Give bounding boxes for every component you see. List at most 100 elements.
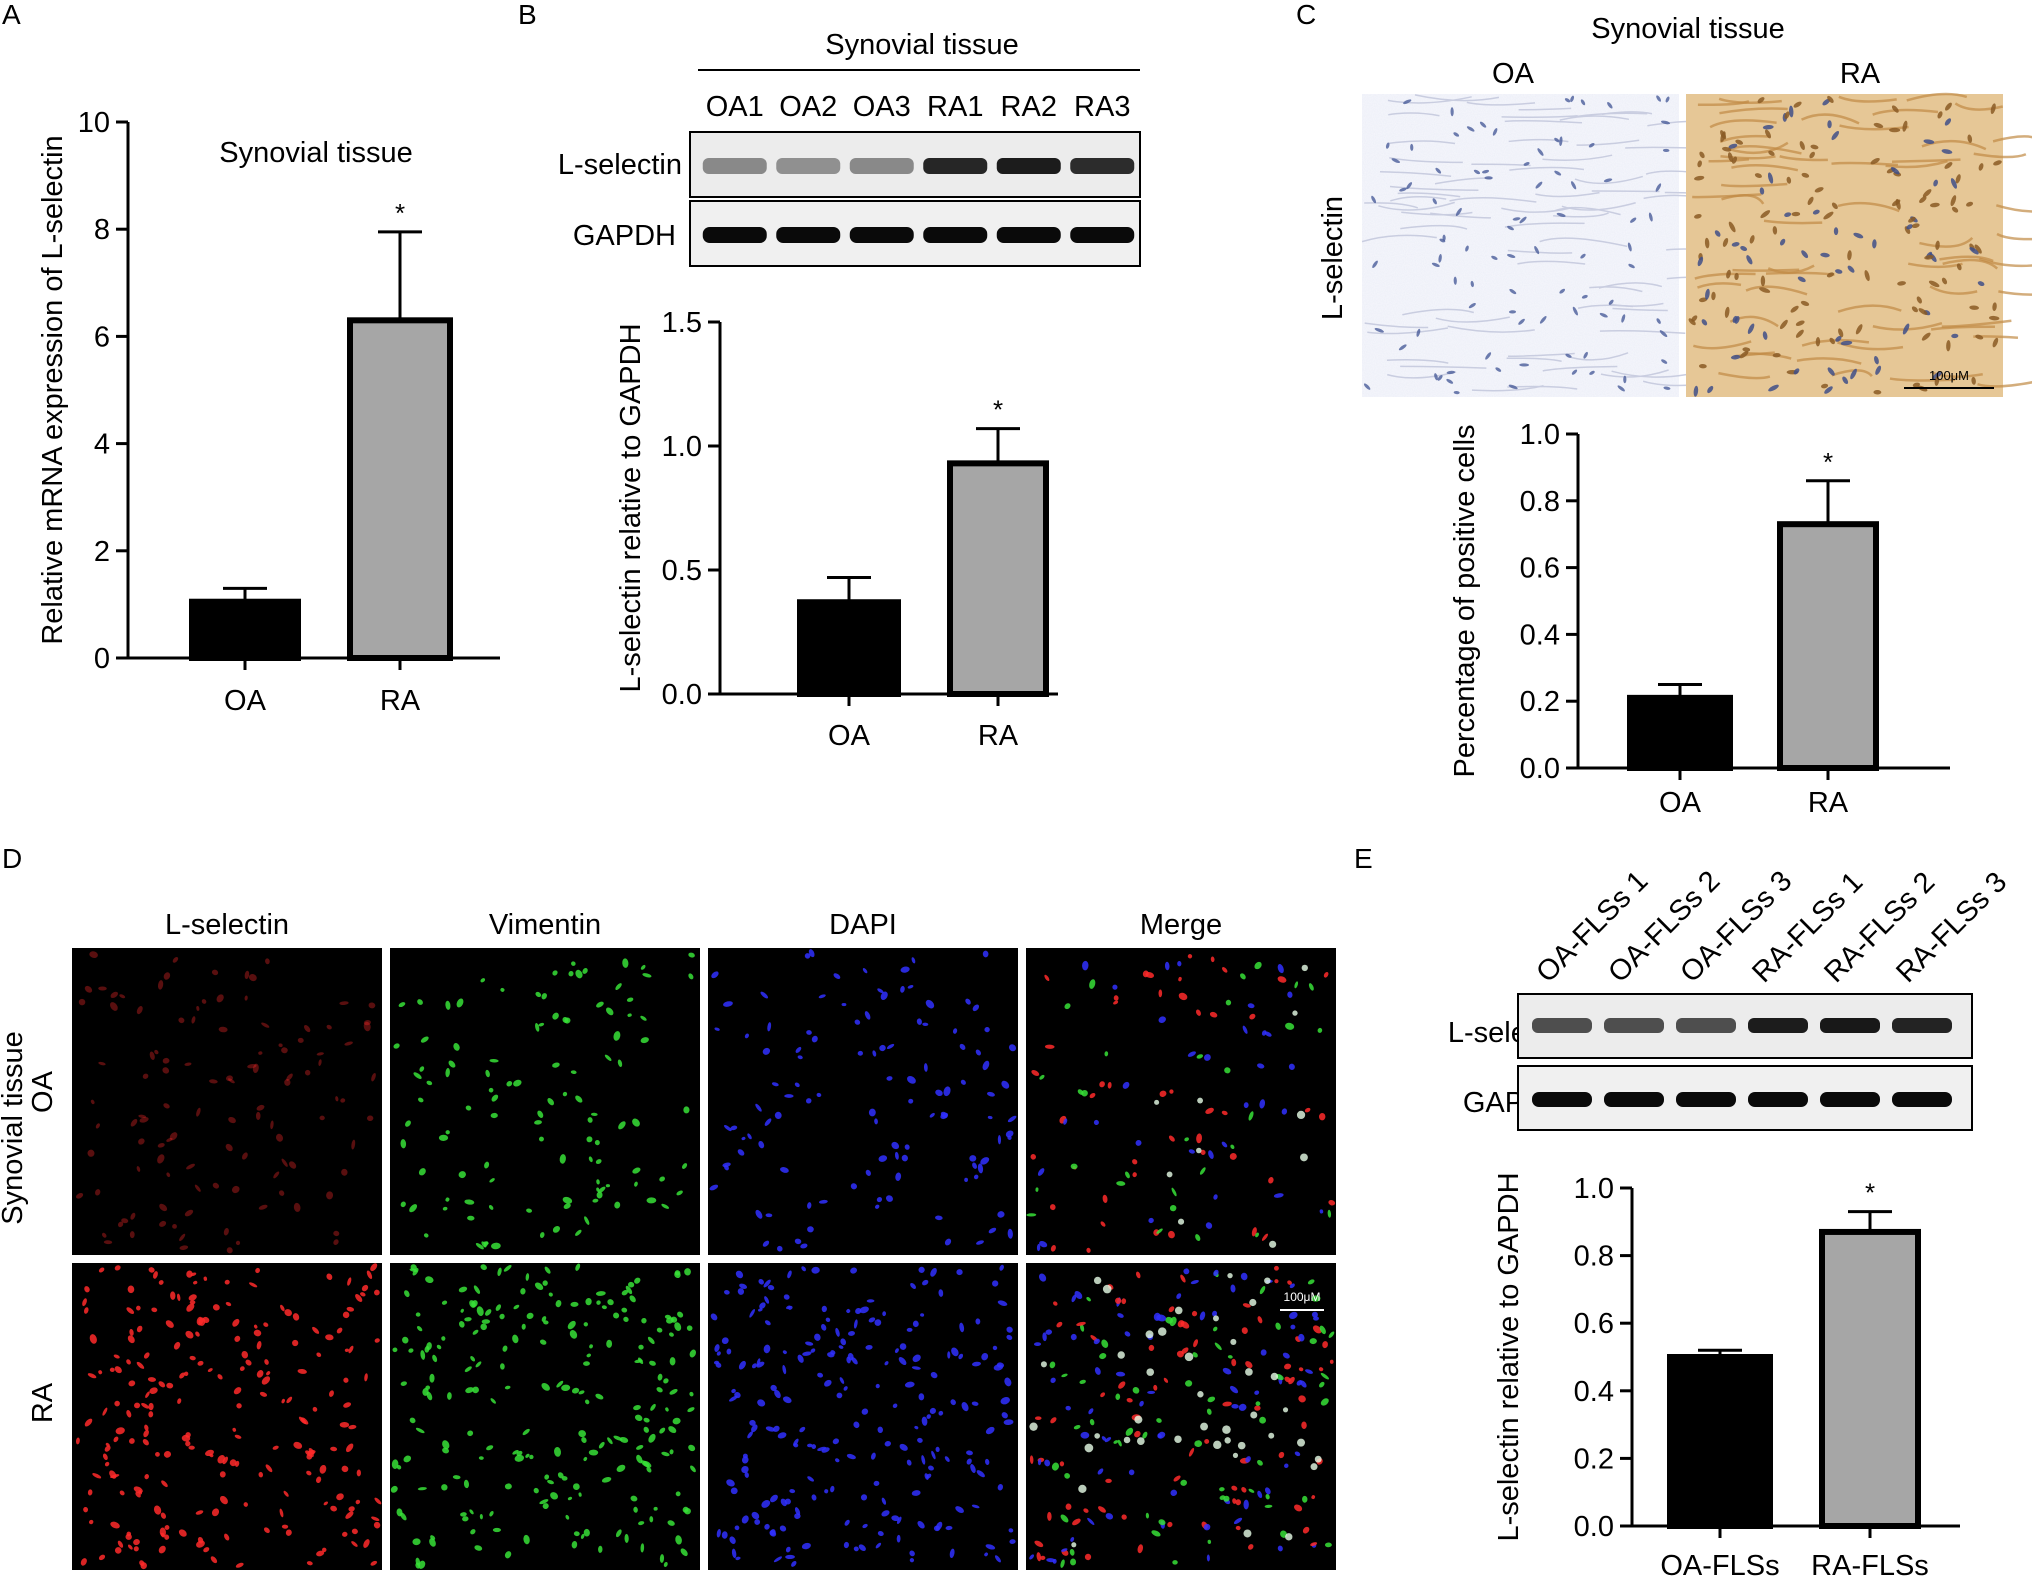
chart-e-bar-ra-flss [1819, 1228, 1921, 1529]
if-image-ra-merge [1026, 1263, 1336, 1570]
chart-a-y-tick-label: 10 [78, 107, 110, 139]
chart-c-x-tick-label: OA [1659, 787, 1702, 819]
ihc-c-header: Synovial tissue [1591, 13, 1784, 45]
blot-b-lselectin-membrane [689, 131, 1141, 198]
if-image-oa-l-selectin [72, 948, 382, 1255]
chart-c-y-tick-label: 0.6 [1520, 553, 1560, 585]
if-row-label-oa: OA [27, 1070, 59, 1113]
blot-b-band-lselectin [996, 158, 1061, 174]
chart-b-bar-oa [797, 599, 901, 697]
chart-e-y-tick-label: 1.0 [1574, 1173, 1614, 1205]
chart-b-y-tick-label: 0.5 [662, 555, 702, 587]
if-col-label: Merge [1140, 909, 1222, 941]
chart-a-y-axis-label: Relative mRNA expression of L-selectin [37, 135, 69, 644]
chart-b-bar-ra [947, 460, 1049, 697]
if-image-ra-dapi [708, 1263, 1018, 1570]
blot-b-band-gapdh [702, 227, 767, 243]
chart-e-y-tick-label: 0.6 [1574, 1308, 1614, 1340]
if-image-ra-vimentin [390, 1263, 700, 1570]
blot-b-lane-label: RA2 [1001, 91, 1057, 123]
blot-b-band-gapdh [923, 227, 988, 243]
blot-e-band-gapdh [1748, 1092, 1808, 1107]
blot-e-band-gapdh [1604, 1092, 1664, 1107]
chart-b-y-tick-label: 1.5 [662, 307, 702, 339]
blot-e-band-lselectin [1748, 1018, 1808, 1033]
blot-e: OA-FLSs 1OA-FLSs 2OA-FLSs 3RA-FLSs 1RA-F… [1448, 865, 2013, 1131]
if-col-label: Vimentin [489, 909, 601, 941]
if-image-ra-l-selectin [72, 1263, 382, 1570]
if-image-oa-dapi [708, 948, 1018, 1255]
blot-b-band-gapdh [776, 227, 841, 243]
chart-a-y-tick-label: 0 [94, 643, 110, 675]
blot-e-band-gapdh [1820, 1092, 1880, 1107]
panel-letter-a: A [2, 0, 21, 30]
chart-a-y-tick-label: 8 [94, 214, 110, 246]
if-group-label: Synovial tissue [0, 1031, 29, 1224]
ihc-c-col-oa: OA [1492, 58, 1535, 90]
blot-b: Synovial tissue OA1 OA2 OA3 RA1 RA2 RA3 L-sel… [558, 29, 1141, 267]
chart-b: 0.0 0.5 1.0 1.5 L-selectin relative to GAPDH… [615, 307, 1058, 752]
panel-letter-d: D [2, 843, 22, 874]
chart-e-y-tick-label: 0.4 [1574, 1376, 1614, 1408]
chart-e-y-tick-label: 0.8 [1574, 1241, 1614, 1273]
blot-b-band-lselectin [923, 158, 988, 174]
blot-b-band-lselectin [1070, 158, 1135, 174]
panel-letter-e: E [1354, 843, 1373, 874]
ihc-scale-bar-label: 100μM [1929, 368, 1969, 383]
blot-e-band-lselectin [1604, 1018, 1664, 1033]
blot-b-band-lselectin [776, 158, 841, 174]
chart-b-x-tick-label: OA [828, 720, 871, 752]
blot-e-band-gapdh [1676, 1092, 1736, 1107]
blot-b-row-label-lselectin: L-selectin [558, 149, 682, 181]
chart-a-bar-oa [189, 598, 301, 661]
chart-b-significance: * [993, 395, 1003, 425]
blot-b-lane-label: RA1 [927, 91, 983, 123]
if-grid-d: L-selectin Vimentin DAPI Merge Synovial tis… [0, 909, 1336, 1570]
if-image-oa-vimentin [390, 948, 700, 1255]
if-row-label-ra: RA [27, 1382, 59, 1423]
chart-a-title: Synovial tissue [219, 137, 412, 169]
blot-b-lane-label: OA1 [706, 91, 764, 123]
blot-e-band-lselectin [1676, 1018, 1736, 1033]
chart-a-x-tick-label: OA [224, 685, 267, 717]
panel-letter-b: B [518, 0, 537, 30]
chart-b-y-axis-label: L-selectin relative to GAPDH [615, 323, 647, 692]
blot-b-lane-label: OA2 [779, 91, 837, 123]
chart-e-y-axis-label: L-selectin relative to GAPDH [1493, 1172, 1525, 1541]
blot-b-band-gapdh [849, 227, 914, 243]
chart-c: 0.0 0.2 0.4 0.6 0.8 1.0 Percentage of positive… [1449, 419, 1950, 819]
if-col-label: L-selectin [165, 909, 289, 941]
blot-b-lane-labels: OA1 OA2 OA3 RA1 RA2 RA3 [706, 91, 1131, 123]
chart-c-bar-ra [1777, 521, 1879, 771]
chart-a-y-tick-label: 2 [94, 536, 110, 568]
blot-b-lane-label: OA3 [853, 91, 911, 123]
blot-b-band-gapdh [1070, 227, 1135, 243]
chart-c-y-tick-label: 0.4 [1520, 619, 1560, 651]
blot-e-band-lselectin [1820, 1018, 1880, 1033]
chart-a: 0 2 4 6 8 10 Relative mRNA expression of L-sel… [37, 107, 500, 717]
chart-e-y-tick-label: 0.0 [1574, 1511, 1614, 1543]
blot-e-bands [1532, 1018, 1952, 1107]
chart-e-significance: * [1865, 1178, 1875, 1208]
blot-e-band-gapdh [1532, 1092, 1592, 1107]
panel-letter-c: C [1296, 0, 1316, 30]
chart-b-y-tick-label: 1.0 [662, 431, 702, 463]
chart-c-x-tick-label: RA [1808, 787, 1849, 819]
chart-e: 0.0 0.2 0.4 0.6 0.8 1.0 L-selectin relative to… [1493, 1172, 1960, 1577]
blot-e-lane-labels: OA-FLSs 1OA-FLSs 2OA-FLSs 3RA-FLSs 1RA-F… [1530, 865, 2013, 989]
chart-e-bar-oa-flss [1667, 1354, 1773, 1529]
blot-e-band-gapdh [1892, 1092, 1952, 1107]
if-image-oa-merge [1026, 948, 1336, 1255]
blot-b-band-lselectin [849, 158, 914, 174]
ihc-c: Synovial tissue OA RA L-selectin 100μM [1317, 13, 2032, 397]
chart-e-x-tick-label: RA-FLSs [1811, 1550, 1929, 1577]
chart-c-significance: * [1823, 447, 1833, 477]
blot-b-header: Synovial tissue [825, 29, 1018, 61]
chart-a-y-tick-label: 4 [94, 429, 110, 461]
blot-b-band-lselectin [702, 158, 767, 174]
ihc-image-ra [1686, 92, 2032, 397]
ihc-image-oa [1361, 94, 1740, 397]
chart-e-x-tick-label: OA-FLSs [1660, 1550, 1779, 1577]
chart-c-y-tick-label: 0.8 [1520, 486, 1560, 518]
